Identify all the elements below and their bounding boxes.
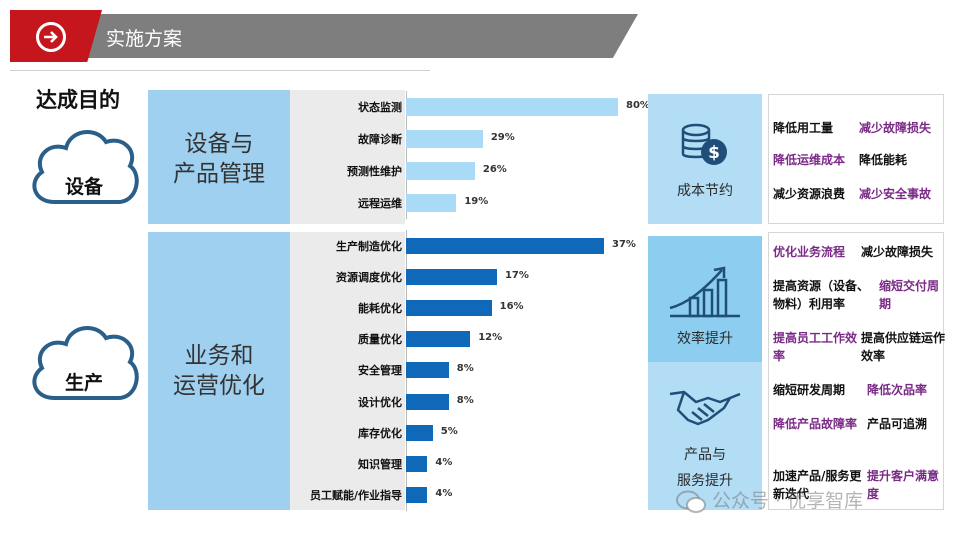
outcome-cost-3a: 减少资源浪费 (773, 187, 846, 201)
coins-icon: $ (680, 122, 730, 172)
bar (406, 331, 471, 348)
bar-label: 远程运维 (358, 197, 402, 210)
cloud-label-production: 生产 (64, 372, 103, 394)
box-cost-label: 成本节约 (677, 183, 733, 199)
outcome-prod-3b: 提升客户满意度 (867, 469, 940, 501)
bar-value-label: 8% (456, 394, 474, 406)
bar (406, 456, 428, 472)
bar-value-label: 19% (464, 196, 489, 207)
page-title: 实施方案 (106, 28, 183, 50)
bar-value-label: 29% (490, 132, 515, 143)
panel-equipment: 设备与 产品管理 (148, 90, 290, 224)
bar (406, 362, 449, 379)
panel-equipment-line2: 产品管理 (173, 161, 265, 187)
box-cost: $ 成本节约 (648, 94, 762, 224)
bar (406, 237, 604, 254)
outcome-prod-1b: 降低次品率 (867, 383, 928, 397)
chart-1-axis (406, 91, 407, 219)
box-product: 产品与 服务提升 (648, 362, 762, 510)
watermark: 公众号 · 优享智库 (712, 490, 864, 512)
panel-operations-line2: 运营优化 (173, 373, 265, 399)
bar-value-label: 17% (504, 269, 529, 281)
cloud-icon-production (24, 316, 144, 412)
outcome-eff-1b: 减少故障损失 (861, 245, 934, 259)
outcome-eff-1a: 优化业务流程 (773, 245, 846, 259)
outcome-prod-3a: 加速产品/服务更新迭代 (773, 469, 862, 501)
header-divider (10, 70, 430, 71)
bar-label: 质量优化 (358, 333, 402, 347)
outcome-cost-1b: 减少故障损失 (859, 121, 932, 135)
outcome-prod-2b: 产品可追溯 (867, 417, 928, 431)
bar-value-label: 8% (456, 363, 474, 375)
outcome-cost-2a: 降低运维成本 (773, 153, 846, 167)
bar (406, 487, 428, 504)
bar-value-label: 4% (435, 488, 453, 500)
bar-label: 资源调度优化 (336, 270, 402, 284)
bar-label: 员工赋能/作业指导 (309, 489, 402, 503)
bar-label: 状态监测 (358, 101, 402, 114)
bar (406, 393, 449, 410)
box-product-label-2: 服务提升 (677, 473, 733, 489)
handshake-icon (668, 384, 742, 432)
header-banner (10, 14, 638, 58)
outcome-prod-1a: 缩短研发周期 (773, 383, 846, 397)
outcome-prod-2a: 降低产品故障率 (773, 417, 858, 431)
svg-text:$: $ (708, 143, 720, 163)
outcome-eff-3b: 提高供应链运作效率 (861, 331, 946, 363)
bar-value-label: 16% (499, 301, 524, 312)
panel-operations: 业务和 运营优化 (148, 232, 290, 510)
bar (406, 268, 497, 285)
goal-heading: 达成目的 (36, 88, 120, 112)
panel-operations-line1: 业务和 (184, 343, 254, 369)
bar-label: 预测性维护 (347, 165, 402, 178)
bar-value-label: 4% (435, 457, 453, 468)
box-product-label-1: 产品与 (684, 447, 726, 463)
panel-equipment-labels-bg (290, 90, 405, 224)
bar-label: 安全管理 (358, 364, 402, 378)
bar (406, 98, 618, 116)
outcome-eff-2b: 缩短交付周期 (879, 279, 940, 311)
box-efficiency: 效率提升 (648, 236, 762, 362)
bar (406, 424, 433, 441)
bar (406, 300, 492, 316)
cloud-label-equipment: 设备 (64, 176, 103, 198)
bar-value-label: 5% (440, 425, 458, 437)
outcomes-efficiency-product: 优化业务流程 减少故障损失 提高资源（设备、物料）利用率 缩短交付周期 提高员工… (768, 232, 946, 510)
bar (406, 130, 483, 148)
cloud-icon-equipment (24, 120, 144, 216)
wechat-icon (676, 490, 706, 518)
outcome-cost-2b: 降低能耗 (859, 153, 908, 167)
bar-value-label: 37% (612, 238, 636, 250)
outcome-cost-1a: 降低用工量 (773, 121, 834, 135)
page-number: 12 (926, 511, 940, 524)
bar-label: 库存优化 (358, 426, 402, 440)
bar-label: 能耗优化 (358, 302, 402, 315)
arrow-right-icon (36, 22, 66, 52)
outcome-eff-3a: 提高员工工作效率 (773, 331, 858, 363)
bar-label: 故障诊断 (358, 133, 402, 146)
outcome-cost-3b: 减少安全事故 (859, 187, 932, 201)
panel-operations-labels-bg (290, 232, 405, 510)
bar (406, 162, 475, 180)
bar-value-label: 12% (478, 332, 503, 344)
bar-value-label: 80% (626, 100, 650, 111)
outcomes-cost: 降低用工量 减少故障损失 降低运维成本 降低能耗 减少资源浪费 减少安全事故 (768, 94, 944, 224)
growth-chart-icon (668, 264, 742, 322)
bar (406, 194, 457, 212)
bar-label: 设计优化 (358, 395, 402, 409)
box-efficiency-label: 效率提升 (677, 331, 733, 347)
panel-equipment-line1: 设备与 (184, 131, 254, 157)
bar-value-label: 26% (482, 164, 507, 175)
bar-label: 知识管理 (358, 458, 402, 471)
outcome-eff-2a: 提高资源（设备、物料）利用率 (773, 279, 870, 311)
bar-label: 生产制造优化 (336, 239, 402, 253)
